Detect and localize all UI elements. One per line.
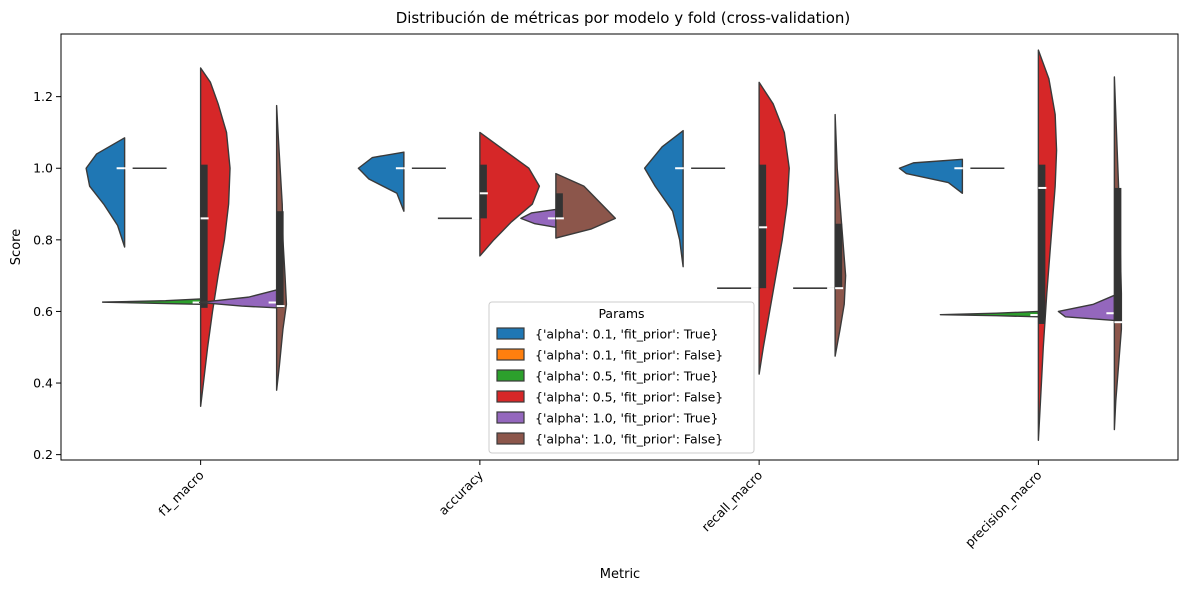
violin-recall_macro-series-5 <box>834 113 847 357</box>
legend-entry-label: {'alpha': 0.1, 'fit_prior': False} <box>535 348 723 363</box>
violin-body <box>1037 49 1058 442</box>
y-tick-label: 0.8 <box>33 232 53 247</box>
violins-layer <box>85 49 1123 442</box>
violin-precision_macro-series-3 <box>1037 49 1058 442</box>
violin-accuracy-series-5 <box>555 172 617 239</box>
x-tick-label-f1_macro: f1_macro <box>155 468 206 519</box>
legend-swatch <box>496 390 525 403</box>
violin-body <box>898 158 964 195</box>
y-tick-label: 1.0 <box>33 161 53 176</box>
violin-accuracy-series-0 <box>357 151 405 212</box>
y-tick-label: 0.2 <box>33 447 53 462</box>
violin-iqr-box <box>1038 164 1046 324</box>
legend-entry-label: {'alpha': 0.1, 'fit_prior': True} <box>535 327 718 342</box>
x-tick-label-recall_macro: recall_macro <box>698 468 765 535</box>
legend-entry-label: {'alpha': 0.5, 'fit_prior': True} <box>535 369 718 384</box>
violin-precision_macro-series-4 <box>1057 294 1116 322</box>
legend-entry-label: {'alpha': 0.5, 'fit_prior': False} <box>535 390 723 405</box>
x-axis: f1_macro accuracy recall_macro precision_ma… <box>155 460 1044 550</box>
legend-entry-label: {'alpha': 1.0, 'fit_prior': True} <box>535 411 718 426</box>
violin-iqr-box <box>479 164 487 219</box>
y-axis-label: Score <box>9 229 24 265</box>
violin-accuracy-series-4 <box>520 208 557 229</box>
legend-frame <box>488 301 755 454</box>
x-tick-label-accuracy: accuracy <box>436 467 487 518</box>
legend-swatch <box>496 348 525 361</box>
violin-body <box>555 172 617 239</box>
plot-frame <box>60 33 1179 461</box>
y-axis: 0.2 0.4 0.6 0.8 1.0 1.2 <box>33 89 61 462</box>
violin-iqr-box <box>276 211 284 308</box>
violin-body <box>357 151 405 212</box>
violin-f1_macro-series-2 <box>101 298 202 305</box>
chart-title: Distribución de métricas por modelo y fo… <box>396 9 851 27</box>
legend-title: Params <box>598 306 644 321</box>
violin-body <box>643 129 684 268</box>
legend-entry-label: {'alpha': 1.0, 'fit_prior': False} <box>535 432 723 447</box>
y-tick-label: 0.4 <box>33 376 53 391</box>
legend-swatch <box>496 411 525 424</box>
x-axis-label: Metric <box>600 567 640 582</box>
violin-body <box>101 298 202 305</box>
violin-f1_macro-series-3 <box>199 67 231 408</box>
violin-iqr-box <box>555 193 563 219</box>
violin-f1_macro-series-5 <box>275 104 288 391</box>
legend: Params {'alpha': 0.1, 'fit_prior': True} {… <box>488 301 755 454</box>
violin-precision_macro-series-0 <box>898 158 964 195</box>
violin-body <box>758 81 790 375</box>
x-tick-label-precision_macro: precision_macro <box>962 468 1045 551</box>
legend-swatch <box>496 432 525 445</box>
violin-iqr-box <box>835 223 843 289</box>
violin-iqr-box <box>200 164 208 308</box>
y-tick-label: 0.6 <box>33 304 53 319</box>
violin-recall_macro-series-3 <box>758 81 790 375</box>
violin-recall_macro-series-0 <box>643 129 684 268</box>
legend-swatch <box>496 369 525 382</box>
legend-swatch <box>496 327 525 340</box>
violin-body <box>1057 294 1116 322</box>
violin-body <box>479 131 541 257</box>
y-tick-label: 1.2 <box>33 89 53 104</box>
violin-f1_macro-series-0 <box>85 137 126 248</box>
violin-body <box>85 137 126 248</box>
violin-body <box>199 67 231 408</box>
violin-precision_macro-series-5 <box>1113 76 1123 431</box>
violin-precision_macro-series-2 <box>939 310 1040 318</box>
violin-body <box>939 310 1040 318</box>
violin-accuracy-series-3 <box>479 131 541 257</box>
violin-iqr-box <box>1114 187 1122 323</box>
